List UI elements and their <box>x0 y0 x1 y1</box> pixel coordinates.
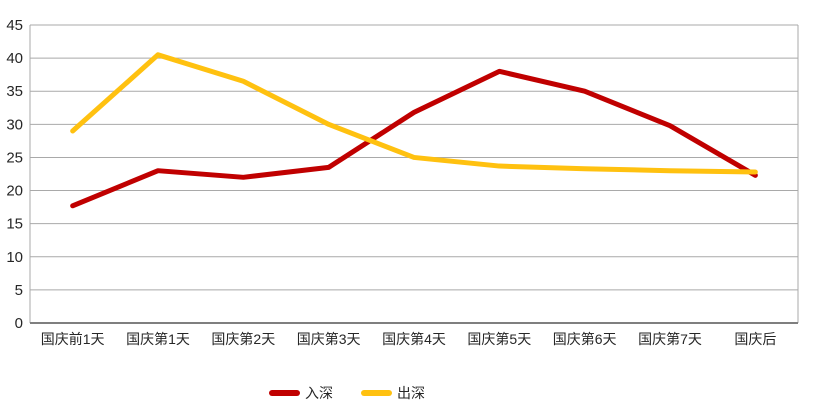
y-tick-label: 10 <box>6 249 23 266</box>
y-tick-label: 5 <box>15 282 23 299</box>
x-category-label: 国庆第2天 <box>211 331 275 347</box>
x-category-label: 国庆第5天 <box>467 331 531 347</box>
legend-swatch-rushen <box>269 390 300 396</box>
x-category-label: 国庆后 <box>734 331 776 347</box>
y-tick-label: 25 <box>6 149 23 166</box>
y-tick-label: 20 <box>6 183 23 200</box>
legend-item-chushen: 出深 <box>361 386 425 400</box>
series-line-0 <box>70 68 758 209</box>
y-tick-label: 30 <box>6 116 23 133</box>
x-category-label: 国庆第4天 <box>382 331 446 347</box>
x-category-label: 国庆前1天 <box>41 331 105 347</box>
y-tick-label: 35 <box>6 83 23 100</box>
legend-swatch-chushen <box>361 390 392 396</box>
y-tick-label: 45 <box>6 17 23 34</box>
x-category-label: 国庆第6天 <box>553 331 617 347</box>
line-chart-svg: 0 5 10 15 20 25 30 35 40 45 国庆前1天 国庆第1天 国庆第2天 国庆第3天 国庆… <box>6 17 799 347</box>
y-tick-label: 15 <box>6 216 23 233</box>
y-tick-label: 40 <box>6 50 23 67</box>
legend-item-rushen: 入深 <box>269 386 333 400</box>
y-tick-label: 0 <box>15 315 23 332</box>
legend-label-rushen: 入深 <box>305 385 333 401</box>
series-line-1 <box>70 52 758 175</box>
x-category-label: 国庆第7天 <box>638 331 702 347</box>
x-category-label: 国庆第1天 <box>126 331 190 347</box>
legend-label-chushen: 出深 <box>397 385 425 401</box>
x-category-label: 国庆第3天 <box>297 331 361 347</box>
chart-legend: 入深 出深 <box>0 386 821 400</box>
